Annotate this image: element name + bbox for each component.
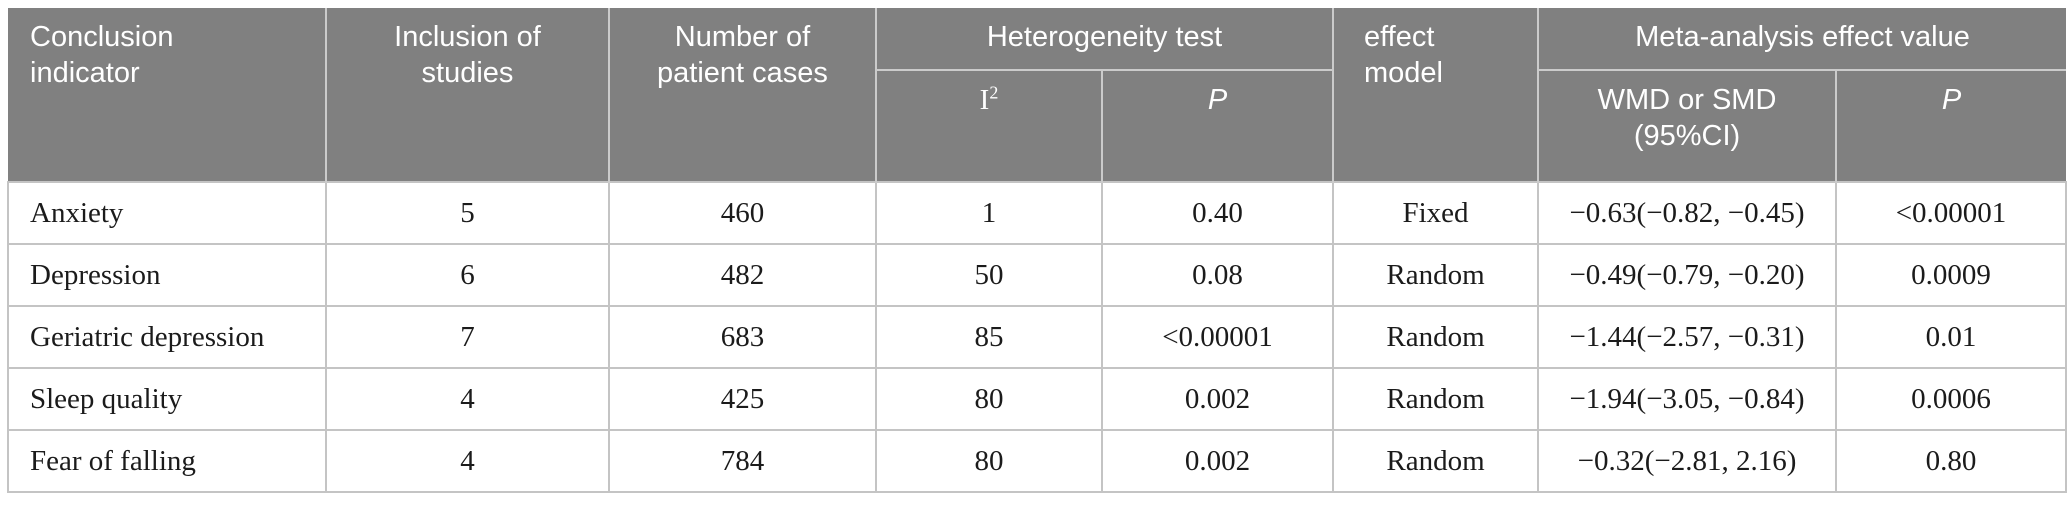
cell-meta-p: 0.0006 (1835, 367, 2068, 431)
cell-heterogeneity-p: 0.40 (1100, 181, 1335, 245)
cell-number-of-patient-cases: 683 (608, 305, 877, 369)
header-conclusion-indicator: Conclusion indicator (8, 8, 327, 182)
cell-i-squared: 85 (875, 305, 1103, 369)
cell-conclusion-indicator: Fear of falling (7, 429, 327, 493)
cell-inclusion-of-studies: 7 (325, 305, 610, 369)
header-effect-model: effect model (1333, 8, 1540, 182)
cell-number-of-patient-cases: 784 (608, 429, 877, 493)
cell-i-squared: 50 (875, 243, 1103, 307)
cell-conclusion-indicator: Depression (7, 243, 327, 307)
table-row: Depression 6 482 50 0.08 Random −0.49(−0… (7, 243, 2068, 307)
header-i-squared: I2 (876, 70, 1103, 182)
header-meta-analysis-group: Meta-analysis effect value (1538, 8, 2067, 71)
cell-inclusion-of-studies: 5 (325, 181, 610, 245)
cell-wmd-or-smd: −1.44(−2.57, −0.31) (1537, 305, 1838, 369)
cell-heterogeneity-p: 0.002 (1100, 367, 1335, 431)
cell-effect-model: Random (1332, 367, 1540, 431)
cell-conclusion-indicator: Sleep quality (7, 367, 327, 431)
i-squared-superscript: 2 (989, 82, 999, 103)
cell-number-of-patient-cases: 482 (608, 243, 877, 307)
cell-wmd-or-smd: −0.32(−2.81, 2.16) (1537, 429, 1838, 493)
cell-meta-p: 0.0009 (1835, 243, 2068, 307)
cell-effect-model: Fixed (1332, 181, 1540, 245)
cell-wmd-or-smd: −0.63(−0.82, −0.45) (1537, 181, 1838, 245)
cell-wmd-or-smd: −1.94(−3.05, −0.84) (1537, 367, 1838, 431)
header-inclusion-of-studies: Inclusion of studies (326, 8, 610, 182)
cell-inclusion-of-studies: 6 (325, 243, 610, 307)
cell-heterogeneity-p: 0.08 (1100, 243, 1335, 307)
header-row-2: I2 P WMD or SMD (95%CI) P (8, 70, 2067, 182)
cell-i-squared: 80 (875, 429, 1103, 493)
cell-effect-model: Random (1332, 243, 1540, 307)
cell-inclusion-of-studies: 4 (325, 367, 610, 431)
cell-i-squared: 1 (875, 181, 1103, 245)
header-number-of-patient-cases: Number of patient cases (609, 8, 877, 182)
cell-effect-model: Random (1332, 429, 1540, 493)
header-heterogeneity-p: P (1102, 70, 1335, 182)
table-body: Anxiety 5 460 1 0.40 Fixed −0.63(−0.82, … (7, 181, 2068, 493)
table-row: Geriatric depression 7 683 85 <0.00001 R… (7, 305, 2068, 369)
table-row: Fear of falling 4 784 80 0.002 Random −0… (7, 429, 2068, 493)
header-row-1: Conclusion indicator Inclusion of studie… (8, 8, 2067, 182)
cell-conclusion-indicator: Anxiety (7, 181, 327, 245)
cell-wmd-or-smd: −0.49(−0.79, −0.20) (1537, 243, 1838, 307)
cell-conclusion-indicator: Geriatric depression (7, 305, 327, 369)
header-heterogeneity-test-group: Heterogeneity test (876, 8, 1335, 71)
meta-analysis-table: Conclusion indicator Inclusion of studie… (7, 8, 2068, 493)
cell-meta-p: 0.80 (1835, 429, 2068, 493)
meta-analysis-table-container: Conclusion indicator Inclusion of studie… (7, 8, 2068, 493)
i-squared-base: I (979, 84, 990, 116)
cell-number-of-patient-cases: 425 (608, 367, 877, 431)
cell-i-squared: 80 (875, 367, 1103, 431)
table-row: Anxiety 5 460 1 0.40 Fixed −0.63(−0.82, … (7, 181, 2068, 245)
cell-number-of-patient-cases: 460 (608, 181, 877, 245)
cell-effect-model: Random (1332, 305, 1540, 369)
header-wmd-or-smd: WMD or SMD (95%CI) (1538, 70, 1838, 182)
cell-meta-p: <0.00001 (1835, 181, 2068, 245)
cell-heterogeneity-p: 0.002 (1100, 429, 1335, 493)
header-meta-p: P (1836, 70, 2067, 182)
table-row: Sleep quality 4 425 80 0.002 Random −1.9… (7, 367, 2068, 431)
table-header: Conclusion indicator Inclusion of studie… (8, 8, 2067, 182)
cell-heterogeneity-p: <0.00001 (1100, 305, 1335, 369)
cell-meta-p: 0.01 (1835, 305, 2068, 369)
cell-inclusion-of-studies: 4 (325, 429, 610, 493)
